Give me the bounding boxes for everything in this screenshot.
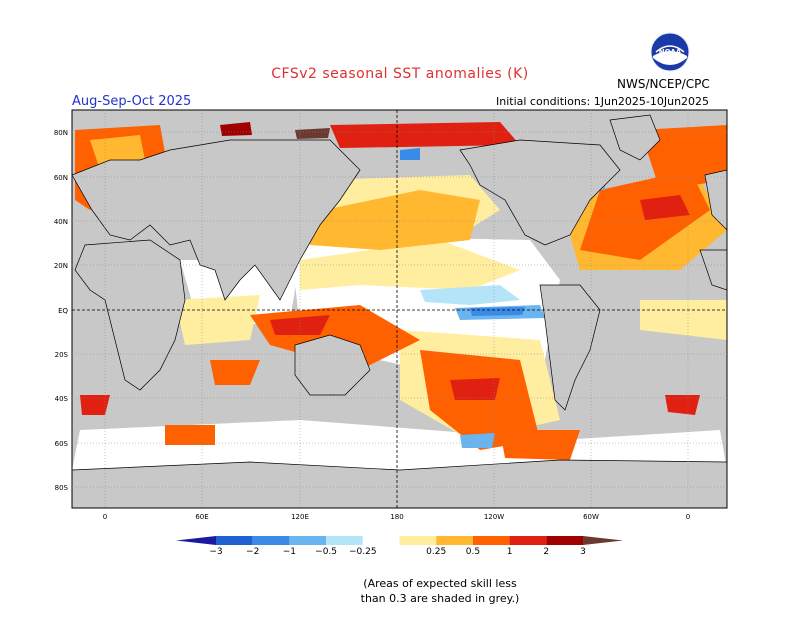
colorbar-box	[252, 536, 290, 545]
lat-label-60n: 60N	[54, 174, 68, 182]
lat-label-80s: 80S	[55, 484, 69, 492]
anomaly-field	[72, 114, 727, 508]
colorbar-box	[289, 536, 327, 545]
colorbar-tick-label: −2	[246, 547, 260, 557]
colorbar-arrow-high	[583, 536, 623, 545]
lat-label-20s: 20S	[55, 351, 69, 359]
colorbar-tick-label: −0.5	[315, 547, 338, 557]
colorbar-tick-label: −1	[282, 547, 297, 557]
colorbar-box	[509, 536, 547, 545]
season-label: Aug-Sep-Oct 2025	[72, 94, 192, 109]
lat-label-20n: 20N	[54, 262, 68, 270]
lat-label-40n: 40N	[54, 218, 68, 226]
initial-conditions: Initial conditions: 1Jun2025-10Jun2025	[496, 95, 710, 108]
lat-label-60s: 60S	[55, 440, 69, 448]
skill-note-line-2: than 0.3 are shaded in grey.)	[360, 592, 520, 605]
colorbar-box	[362, 536, 400, 545]
agency-label: NWS/NCEP/CPC	[617, 77, 710, 91]
colorbar-box	[399, 536, 437, 545]
gridlines	[72, 110, 727, 508]
map-frame	[71, 109, 728, 509]
colorbar-tick-label: −3	[209, 547, 223, 557]
svg-text:NOAA: NOAA	[659, 48, 682, 56]
colorbar-tick-label: 0.5	[465, 547, 481, 557]
lon-label-180: 180	[390, 513, 403, 521]
lon-label-0-east: 0	[686, 513, 690, 521]
colorbar-box	[546, 536, 583, 545]
lon-label-120e: 120E	[291, 513, 309, 521]
lat-label-eq: EQ	[58, 307, 68, 315]
lon-label-120w: 120W	[484, 513, 504, 521]
noaa-logo: NOAA	[650, 32, 690, 72]
colorbar-arrow-low	[176, 536, 216, 545]
skill-note-line-1: (Areas of expected skill less	[363, 577, 517, 590]
lat-label-40s: 40S	[55, 395, 69, 403]
lon-label-60w: 60W	[583, 513, 599, 521]
colorbar-box	[472, 536, 510, 545]
colorbar-box	[326, 536, 363, 545]
lon-label-60e: 60E	[195, 513, 208, 521]
colorbar	[176, 536, 623, 545]
lat-label-80n: 80N	[54, 129, 68, 137]
colorbar-box	[216, 536, 253, 545]
colorbar-tick-label: 3	[580, 547, 586, 557]
lon-label-0: 0	[103, 513, 107, 521]
skill-note: (Areas of expected skill less than 0.3 a…	[300, 576, 580, 606]
land-masses	[72, 114, 727, 508]
colorbar-tick-label: −0.25	[349, 547, 377, 557]
colorbar-box	[436, 536, 473, 545]
colorbar-tick-label: 0.25	[426, 547, 447, 557]
colorbar-tick-label: 2	[543, 547, 550, 557]
colorbar-tick-label: 1	[506, 547, 513, 557]
figure-title: CFSv2 seasonal SST anomalies (K)	[271, 66, 529, 82]
